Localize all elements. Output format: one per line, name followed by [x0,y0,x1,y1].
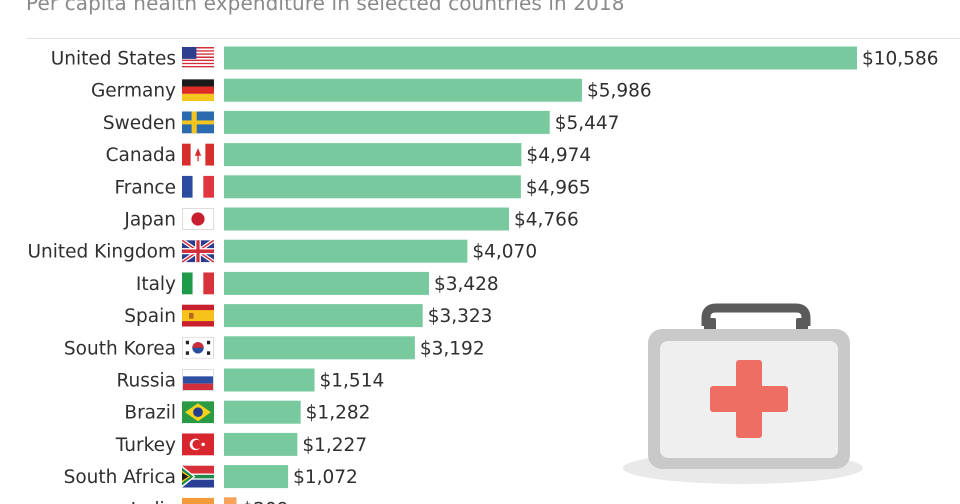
bar [224,465,289,489]
bar [224,46,857,70]
brazil-flag-icon [182,401,214,424]
bar [224,271,429,295]
value-label: $3,323 [428,306,493,327]
sweden-flag-icon [182,111,214,134]
canada-flag-icon [182,143,214,166]
divider [26,38,960,39]
kit-handle [701,303,811,326]
value-label: $1,282 [306,403,371,424]
value-label: $3,192 [420,338,485,359]
bar [224,432,298,456]
value-label: $4,974 [526,145,591,166]
japan-flag-icon [182,208,214,230]
value-label: $3,428 [434,274,499,295]
category-label: India [131,499,176,504]
value-label: $1,072 [293,467,358,488]
kit-handle-clip-right [796,318,808,332]
bar [224,78,582,102]
cross-horizontal [710,386,788,412]
russia-flag-icon [182,369,214,391]
bar [224,368,315,392]
category-label: Japan [123,210,176,231]
bar [224,239,468,263]
south-korea-flag-icon [182,336,214,359]
bar [224,175,521,199]
category-label: Spain [124,306,176,327]
turkey-flag-icon [182,433,214,456]
bar [224,304,423,328]
value-label: $1,227 [302,435,367,456]
category-label: Germany [91,81,176,102]
category-label: France [114,177,176,198]
south-africa-flag-icon [182,465,214,488]
category-label: South Korea [64,338,176,359]
spain-flag-icon [182,304,214,327]
value-label: $209 [241,499,288,504]
category-label: Italy [136,274,176,295]
category-label: South Africa [64,467,176,488]
chart-subtitle: Per capita health expenditure in selecte… [26,0,625,15]
first-aid-kit-icon [623,303,863,484]
category-label: United Kingdom [28,242,177,263]
france-flag-icon [182,175,214,198]
germany-flag-icon [182,79,214,102]
bar [224,336,415,360]
category-label: United States [51,49,176,70]
value-label: $4,070 [472,242,537,263]
us-flag-icon [182,47,214,69]
value-label: $4,766 [514,210,579,231]
bar [224,497,237,504]
india-flag-icon [182,497,214,504]
value-label: $5,447 [555,113,620,134]
category-label: Turkey [115,435,176,456]
value-label: $4,965 [526,177,591,198]
uk-flag-icon [182,240,214,263]
category-label: Russia [116,371,176,392]
bar [224,110,550,134]
italy-flag-icon [182,272,214,295]
bar [224,143,522,167]
category-label: Sweden [103,113,176,134]
kit-handle-clip-left [704,318,716,332]
value-label: $5,986 [587,81,652,102]
category-label: Brazil [124,403,176,424]
bar [224,207,509,231]
value-label: $10,586 [862,49,939,70]
category-label: Canada [106,145,176,166]
bar [224,400,301,424]
value-label: $1,514 [320,371,385,392]
